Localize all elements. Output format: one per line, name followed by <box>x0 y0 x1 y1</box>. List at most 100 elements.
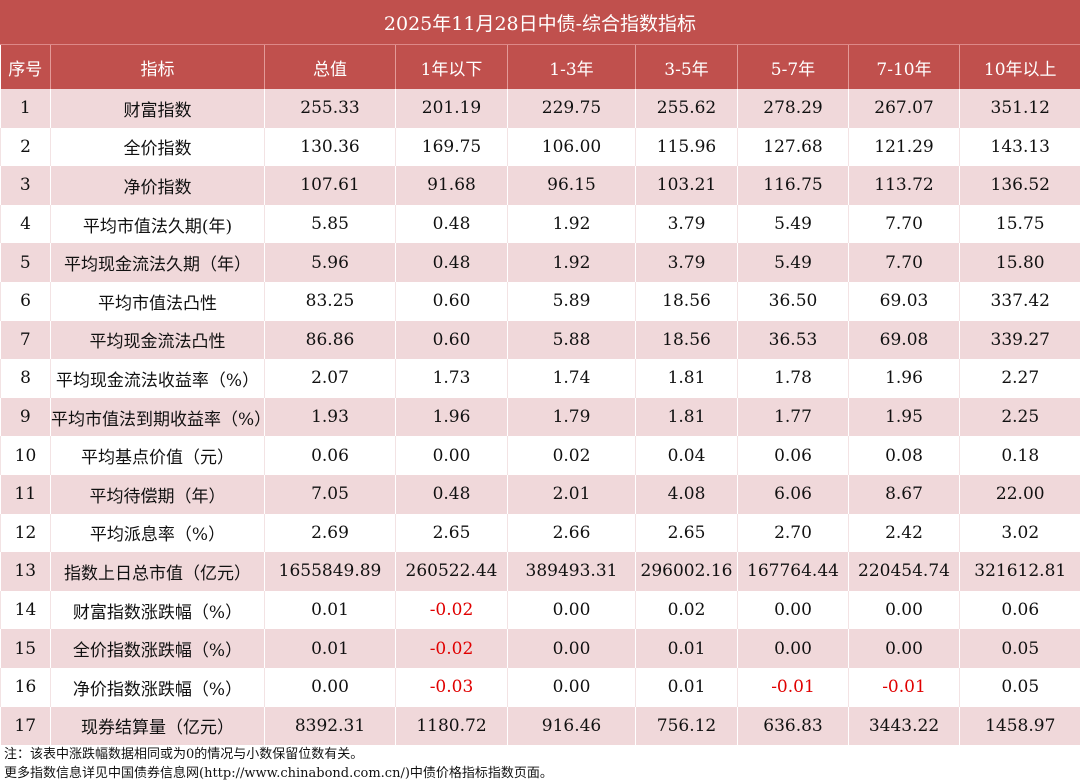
metric-name: 平均市值法到期收益率（%） <box>50 397 271 437</box>
metric-value: 2.42 <box>848 513 960 553</box>
metric-value: 0.08 <box>848 436 960 475</box>
metric-value: 1.92 <box>507 243 636 282</box>
metric-value: -0.02 <box>395 590 508 630</box>
metric-value: 2.65 <box>395 513 508 553</box>
row-number: 9 <box>0 397 51 437</box>
table-row: 9 平均市值法到期收益率（%） 1.93 1.96 1.79 1.81 1.77 1.95 2.… <box>0 397 1080 437</box>
metric-value: 5.89 <box>507 281 636 321</box>
metric-value: 36.50 <box>737 281 849 321</box>
table-row: 8 平均现金流法收益率（%） 2.07 1.73 1.74 1.81 1.78 1.96 2.2… <box>0 359 1080 398</box>
metric-value: 0.48 <box>395 474 508 514</box>
row-number: 6 <box>0 281 51 321</box>
metric-name: 平均市值法凸性 <box>50 281 265 321</box>
metric-value: 321612.81 <box>959 552 1080 591</box>
column-header: 1-3年 <box>507 45 636 89</box>
metric-value: 0.00 <box>507 667 636 707</box>
metric-value: 106.00 <box>507 127 636 167</box>
metric-value: 130.36 <box>264 127 396 167</box>
metric-value: 1.96 <box>395 397 508 437</box>
table-row: 6 平均市值法凸性 83.25 0.60 5.89 18.56 36.50 69.03 337.… <box>0 281 1080 321</box>
table-row: 5 平均现金流法久期（年） 5.96 0.48 1.92 3.79 5.49 7.70 15.8… <box>0 243 1080 282</box>
metric-name: 财富指数 <box>50 89 265 128</box>
metric-value: 86.86 <box>264 320 396 360</box>
table-row: 4 平均市值法久期(年) 5.85 0.48 1.92 3.79 5.49 7.70 15.75 <box>0 204 1080 244</box>
metric-value: 0.48 <box>395 204 508 244</box>
metric-value: 0.01 <box>635 667 738 707</box>
metric-value: 5.85 <box>264 204 396 244</box>
metric-name: 平均现金流法久期（年） <box>50 243 265 282</box>
metric-name: 平均派息率（%） <box>50 513 265 553</box>
metric-value: 0.00 <box>737 629 849 668</box>
table-title: 2025年11月28日中债-综合指数指标 <box>0 0 1080 45</box>
row-number: 15 <box>0 629 51 668</box>
metric-value: 1.73 <box>395 359 508 398</box>
column-header: 指标 <box>50 45 265 89</box>
table-row: 11 平均待偿期（年） 7.05 0.48 2.01 4.08 6.06 8.67 22.00 <box>0 474 1080 514</box>
metric-value: 2.65 <box>635 513 738 553</box>
metric-value: 169.75 <box>395 127 508 167</box>
metric-value: 69.08 <box>848 320 960 360</box>
metric-value: 18.56 <box>635 281 738 321</box>
metric-value: 113.72 <box>848 166 960 205</box>
metric-value: 3443.22 <box>848 706 960 746</box>
metric-value: 1.93 <box>264 397 396 437</box>
metric-value: 1.81 <box>635 397 738 437</box>
metric-value: -0.01 <box>848 667 960 707</box>
row-number: 5 <box>0 243 51 282</box>
row-number: 10 <box>0 436 51 475</box>
header-row: 序号 指标 总值 1年以下 1-3年 3-5年 5-7年 7-10年 10年以上 <box>0 45 1080 89</box>
metric-value: 0.00 <box>507 629 636 668</box>
row-number: 4 <box>0 204 51 244</box>
row-number: 2 <box>0 127 51 167</box>
metric-value: -0.03 <box>395 667 508 707</box>
metric-value: 916.46 <box>507 706 636 746</box>
metric-value: 2.27 <box>959 359 1080 398</box>
metric-value: 0.05 <box>959 629 1080 668</box>
column-header: 总值 <box>264 45 396 89</box>
metric-name: 全价指数涨跌幅（%） <box>50 629 265 668</box>
row-number: 1 <box>0 89 51 128</box>
metric-value: 1.92 <box>507 204 636 244</box>
metric-value: 260522.44 <box>395 552 508 591</box>
table-row: 15 全价指数涨跌幅（%） 0.01 -0.02 0.00 0.01 0.00 0.00 0.0… <box>0 629 1080 668</box>
metric-value: 0.18 <box>959 436 1080 475</box>
metric-value: 0.48 <box>395 243 508 282</box>
metric-value: 121.29 <box>848 127 960 167</box>
metric-value: 636.83 <box>737 706 849 746</box>
metric-value: 0.06 <box>264 436 396 475</box>
metric-value: 6.06 <box>737 474 849 514</box>
metric-value: 0.01 <box>264 590 396 630</box>
metric-value: 255.33 <box>264 89 396 128</box>
table-row: 7 平均现金流法凸性 86.86 0.60 5.88 18.56 36.53 69.08 339… <box>0 320 1080 360</box>
metric-value: 2.70 <box>737 513 849 553</box>
metric-value: 116.75 <box>737 166 849 205</box>
metric-value: 756.12 <box>635 706 738 746</box>
metric-value: 36.53 <box>737 320 849 360</box>
metric-value: 0.01 <box>635 629 738 668</box>
metric-value: 0.00 <box>264 667 396 707</box>
metric-value: 8.67 <box>848 474 960 514</box>
metric-value: 339.27 <box>959 320 1080 360</box>
row-number: 11 <box>0 474 51 514</box>
metric-name: 平均现金流法凸性 <box>50 320 265 360</box>
metric-value: 0.02 <box>635 590 738 630</box>
metric-value: 143.13 <box>959 127 1080 167</box>
metric-value: 18.56 <box>635 320 738 360</box>
metric-value: 0.06 <box>737 436 849 475</box>
metric-value: 1.81 <box>635 359 738 398</box>
metric-value: 8392.31 <box>264 706 396 746</box>
row-number: 3 <box>0 166 51 205</box>
metric-value: 229.75 <box>507 89 636 128</box>
metric-value: 0.00 <box>507 590 636 630</box>
metric-value: 389493.31 <box>507 552 636 591</box>
metric-value: 3.02 <box>959 513 1080 553</box>
metric-value: 5.88 <box>507 320 636 360</box>
metric-value: 1.78 <box>737 359 849 398</box>
metric-name: 财富指数涨跌幅（%） <box>50 590 265 630</box>
column-header: 5-7年 <box>737 45 849 89</box>
column-header: 1年以下 <box>395 45 508 89</box>
metric-value: 7.70 <box>848 204 960 244</box>
row-number: 8 <box>0 359 51 398</box>
metric-value: 351.12 <box>959 89 1080 128</box>
metric-value: 3.79 <box>635 204 738 244</box>
